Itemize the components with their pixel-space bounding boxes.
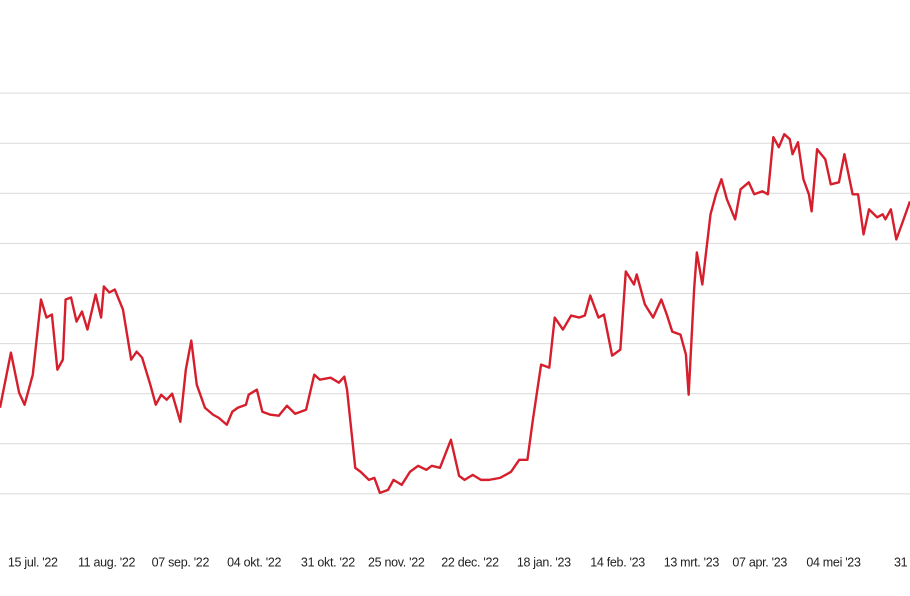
x-tick-label: 11 aug. '22 [78,555,136,569]
x-tick-label: 13 mrt. '23 [664,555,720,569]
x-tick-label: 07 sep. '22 [152,555,210,569]
x-tick-label: 22 dec. '22 [441,555,499,569]
x-tick-label: 15 jul. '22 [8,555,58,569]
x-tick-label: 04 okt. '22 [227,555,281,569]
x-tick-label: 25 nov. '22 [368,555,425,569]
x-tick-label: 18 jan. '23 [517,555,571,569]
data-line [0,132,910,495]
x-tick-label: 04 mei '23 [806,555,861,569]
x-tick-label: 31 m [894,555,910,569]
x-tick-label: 31 okt. '22 [301,555,355,569]
x-tick-label: 07 apr. '23 [732,555,787,569]
x-tick-label: 14 feb. '23 [590,555,645,569]
